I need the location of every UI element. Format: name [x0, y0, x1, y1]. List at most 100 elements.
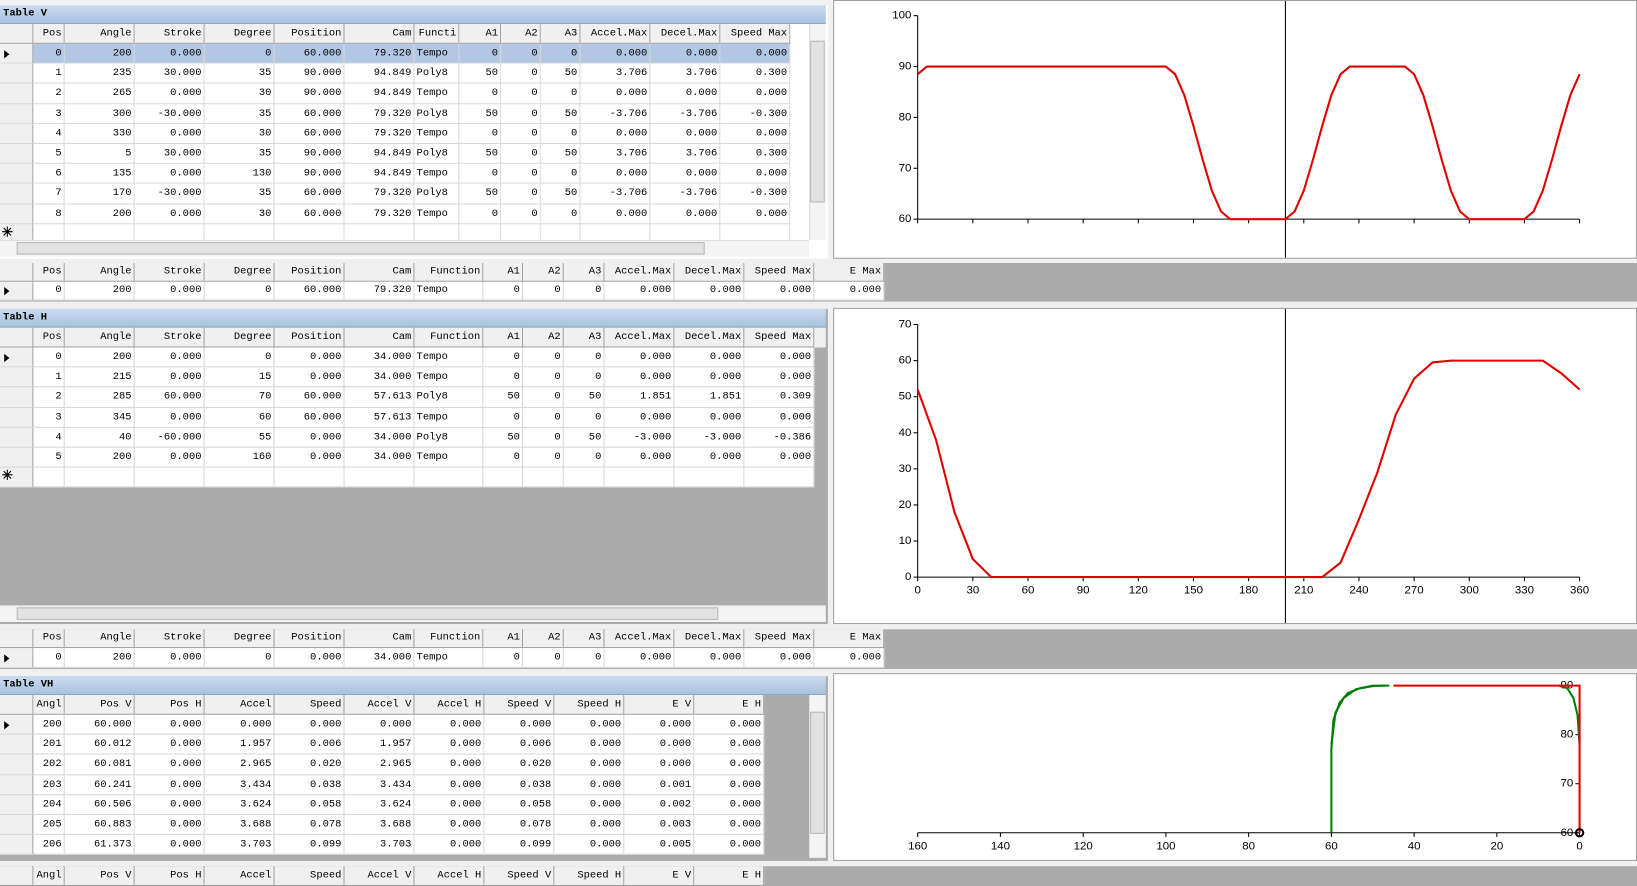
curve — [917, 65, 1581, 221]
current-row-marker — [4, 653, 10, 663]
x-tick-label: 140 — [991, 840, 1010, 852]
cell: 34.000 — [344, 367, 415, 388]
cell: 50 — [540, 103, 581, 124]
column-header: A1 — [483, 327, 524, 348]
cell: 0.099 — [274, 835, 345, 856]
column-header: Function — [414, 629, 484, 649]
cell: 0 — [540, 123, 581, 144]
cell: 60.012 — [64, 734, 135, 755]
cell: 57.613 — [344, 407, 415, 428]
cell — [674, 467, 745, 488]
cell: -3.706 — [650, 103, 721, 124]
cell: 0.000 — [134, 447, 205, 468]
column-header: Angle — [64, 262, 135, 282]
cell — [414, 467, 484, 488]
cell: 0.000 — [694, 734, 765, 755]
cell: -0.386 — [744, 427, 815, 448]
cell: 60.000 — [274, 281, 345, 301]
cell: 0.000 — [694, 754, 765, 775]
row-header — [0, 447, 34, 468]
cell: 0 — [483, 407, 524, 428]
header-cell — [0, 866, 34, 886]
column-header: A1 — [459, 24, 502, 44]
cell: -3.706 — [580, 184, 651, 205]
cell: 202 — [33, 754, 65, 775]
cell: 60.000 — [274, 387, 345, 408]
cell — [744, 467, 815, 488]
column-header: Degree — [204, 24, 275, 44]
cell: 0 — [459, 204, 502, 225]
column-header: A2 — [523, 327, 564, 348]
y-tick-label: 10 — [899, 535, 912, 547]
scroll-thumb — [16, 607, 719, 620]
row-header — [0, 427, 34, 448]
cell: 0.000 — [580, 164, 651, 185]
column-header: Pos — [33, 629, 65, 649]
row-header — [0, 347, 34, 368]
cell: 79.320 — [344, 281, 415, 301]
cell: 30.000 — [134, 63, 205, 84]
cell: 3.688 — [344, 815, 415, 836]
column-header: A1 — [483, 262, 524, 282]
cell: -30.000 — [134, 184, 205, 205]
x-tick-label: 240 — [1349, 585, 1368, 597]
chart-panel — [833, 673, 1637, 861]
column-header: Pos — [33, 327, 65, 348]
cell: 0.000 — [604, 367, 675, 388]
cell: Tempo — [414, 83, 460, 104]
column-header: Degree — [204, 629, 275, 649]
chart-panel — [833, 0, 1637, 259]
cell: 0.000 — [134, 794, 205, 816]
curve — [916, 359, 1581, 579]
cell: 200 — [64, 648, 135, 668]
y-tick-label: 80 — [1561, 729, 1574, 741]
curve — [1330, 684, 1386, 745]
cell: 0.000 — [604, 648, 675, 668]
x-tick-label: 0 — [914, 585, 920, 597]
cell: 0.000 — [274, 648, 345, 668]
column-header: Accel.Max — [580, 24, 651, 44]
cell: 0 — [563, 347, 605, 368]
cell: 0.000 — [720, 204, 791, 225]
curve — [1558, 684, 1581, 745]
cell: 0 — [459, 164, 502, 185]
column-header: A3 — [563, 327, 605, 348]
cell: 61.373 — [64, 835, 135, 856]
cell: 200 — [64, 447, 135, 468]
header-cell — [0, 629, 34, 649]
cell: 0.000 — [134, 835, 205, 856]
column-header: Speed Max — [744, 262, 815, 282]
table-title: Table VH — [0, 676, 826, 696]
cell: Poly8 — [414, 103, 460, 124]
cell: 0.000 — [414, 815, 485, 836]
row-header — [0, 734, 34, 755]
cell: 60.000 — [274, 204, 345, 225]
cell: 60.000 — [134, 387, 205, 408]
cell: 35 — [204, 144, 275, 165]
row-header — [0, 204, 34, 225]
cell: 0.000 — [624, 734, 695, 755]
cell: 79.320 — [344, 204, 415, 225]
cell: 0.000 — [650, 204, 721, 225]
row-header — [0, 103, 34, 124]
cell: 0.000 — [414, 835, 485, 856]
cell: 3.624 — [204, 794, 275, 816]
cell: 204 — [33, 794, 65, 816]
cell: 60.000 — [274, 407, 345, 428]
cell: 60.081 — [64, 754, 135, 775]
cell: 0.000 — [134, 164, 205, 185]
column-header: Angle — [64, 24, 135, 44]
cell: 0.000 — [134, 123, 205, 144]
header-cell — [0, 695, 34, 715]
y-tick-label: 40 — [899, 427, 912, 439]
column-header: Decel.Max — [650, 24, 721, 44]
cell: 0 — [483, 648, 524, 668]
scroll-thumb — [16, 242, 705, 255]
cell: 0.000 — [674, 447, 745, 468]
curve — [1393, 684, 1581, 833]
cell: 35 — [204, 63, 275, 84]
cell: 50 — [563, 427, 605, 448]
cell: 0.000 — [134, 83, 205, 104]
cell: 60.000 — [274, 103, 345, 124]
cell: -3.706 — [650, 184, 721, 205]
